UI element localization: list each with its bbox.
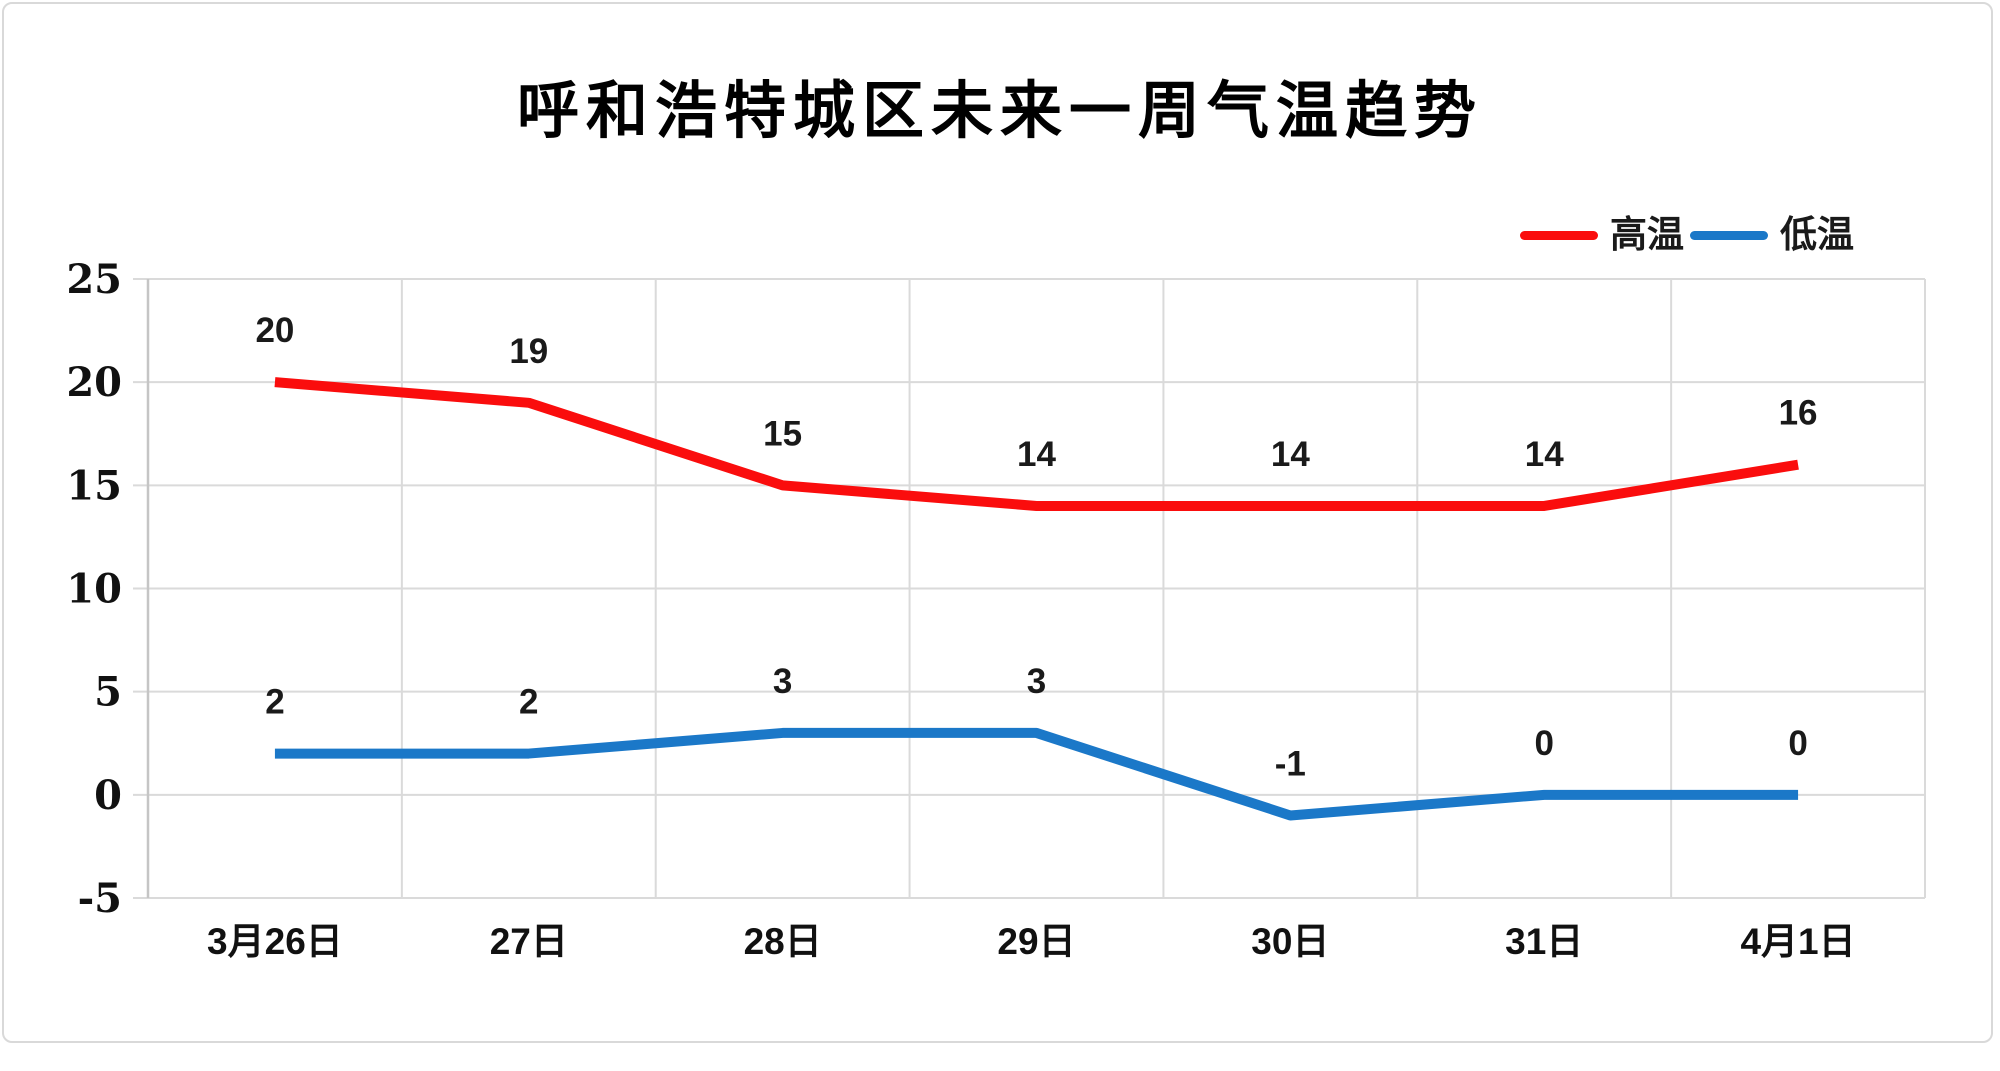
high-temp-line-swatch bbox=[1520, 230, 1598, 240]
data-label: 0 bbox=[1534, 724, 1553, 763]
y-axis-tick-label: 15 bbox=[66, 462, 122, 509]
x-axis-tick-label: 29日 bbox=[997, 921, 1075, 962]
chart-legend: 高温 低温 bbox=[1514, 214, 1854, 256]
legend-item-low-temp: 低温 bbox=[1690, 214, 1854, 256]
data-label: 16 bbox=[1779, 394, 1818, 433]
data-label: 2 bbox=[265, 683, 284, 722]
data-label: 3 bbox=[1027, 662, 1046, 701]
x-axis-tick-label: 3月26日 bbox=[207, 921, 343, 962]
x-axis-tick-label: 4月1日 bbox=[1740, 921, 1855, 962]
y-axis-tick-label: 25 bbox=[66, 256, 122, 303]
data-label: 20 bbox=[255, 311, 294, 350]
x-axis-tick-label: 31日 bbox=[1505, 921, 1583, 962]
legend-label-high-temp: 高温 bbox=[1610, 214, 1684, 255]
data-label: 14 bbox=[1525, 435, 1564, 474]
data-label: 3 bbox=[773, 662, 792, 701]
data-label: 14 bbox=[1271, 435, 1310, 474]
data-label: -1 bbox=[1275, 744, 1306, 783]
legend-label-low-temp: 低温 bbox=[1780, 214, 1854, 255]
y-axis-tick-label: -5 bbox=[78, 875, 122, 922]
data-label: 14 bbox=[1017, 435, 1056, 474]
data-label: 15 bbox=[763, 414, 802, 453]
chart-canvas-frame bbox=[2, 2, 1993, 1043]
chart-title: 呼和浩特城区未来一周气温趋势 bbox=[516, 74, 1483, 147]
low-temp-line-swatch bbox=[1690, 230, 1768, 240]
data-label: 0 bbox=[1788, 724, 1807, 763]
series-line-低温 bbox=[274, 727, 1799, 821]
legend-item-high-temp: 高温 bbox=[1520, 214, 1684, 256]
y-axis-tick-label: 10 bbox=[66, 566, 122, 613]
x-axis-tick-label: 30日 bbox=[1251, 921, 1329, 962]
y-axis-tick-label: 5 bbox=[94, 669, 122, 716]
y-axis-tick-label: 0 bbox=[94, 772, 122, 819]
data-label: 2 bbox=[519, 683, 538, 722]
x-axis-tick-label: 28日 bbox=[744, 921, 822, 962]
y-axis-tick-label: 20 bbox=[66, 359, 122, 406]
data-label: 19 bbox=[509, 332, 548, 371]
x-axis-tick-label: 27日 bbox=[490, 921, 568, 962]
series-line-高温 bbox=[274, 377, 1799, 511]
